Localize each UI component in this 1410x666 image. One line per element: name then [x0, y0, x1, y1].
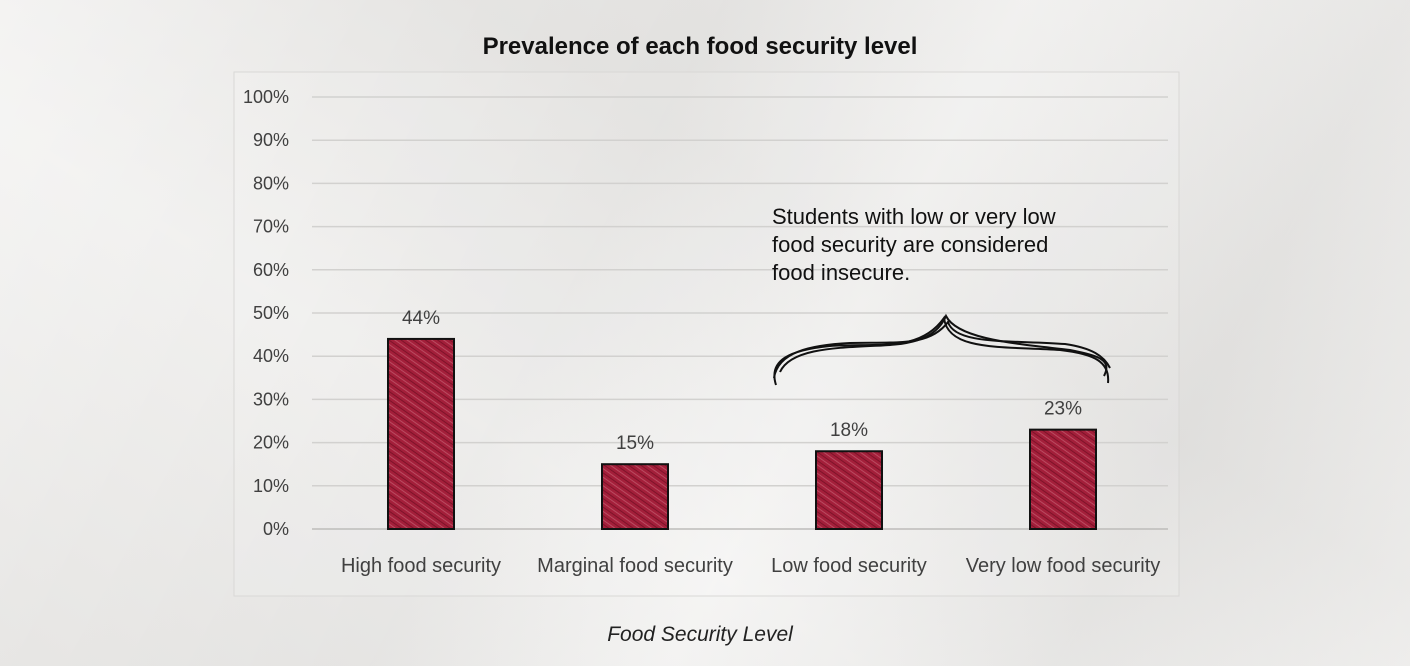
- y-tick-label: 70%: [253, 217, 289, 237]
- y-tick-label: 20%: [253, 433, 289, 453]
- y-tick-label: 60%: [253, 260, 289, 280]
- bar: [815, 450, 883, 530]
- y-tick-label: 40%: [253, 346, 289, 366]
- y-tick-label: 0%: [263, 519, 289, 539]
- annotation-line: food security are considered: [772, 232, 1048, 257]
- y-tick-label: 80%: [253, 173, 289, 193]
- bar: [1029, 428, 1097, 531]
- y-tick-label: 90%: [253, 130, 289, 150]
- annotation-line: food insecure.: [772, 260, 910, 285]
- chart-title: Prevalence of each food security level: [483, 33, 918, 60]
- category-labels: High food security Marginal food security…: [341, 555, 1160, 577]
- data-label: 44%: [402, 308, 440, 329]
- x-axis-title: Food Security Level: [607, 623, 794, 646]
- data-labels: 44% 15% 18% 23%: [402, 308, 1082, 454]
- category-label: High food security: [341, 555, 501, 577]
- y-tick-label: 30%: [253, 389, 289, 409]
- bar: [387, 337, 455, 531]
- y-tick-label: 100%: [243, 87, 289, 107]
- category-label: Marginal food security: [537, 555, 733, 577]
- annotation-text: Students with low or very low food securi…: [772, 204, 1056, 285]
- brace-annotation-mark: [773, 313, 1111, 386]
- category-label: Low food security: [771, 555, 927, 577]
- data-label: 18%: [830, 420, 868, 441]
- y-axis-tick-labels: 0% 10% 20% 30% 40% 50% 60% 70% 80% 90% 100%: [243, 87, 289, 539]
- y-tick-label: 50%: [253, 303, 289, 323]
- category-label: Very low food security: [966, 555, 1161, 577]
- data-label: 23%: [1044, 399, 1082, 420]
- annotation-line: Students with low or very low: [772, 204, 1056, 229]
- bars: [387, 337, 1097, 531]
- bar: [601, 463, 669, 531]
- data-label: 15%: [616, 433, 654, 454]
- y-tick-label: 10%: [253, 476, 289, 496]
